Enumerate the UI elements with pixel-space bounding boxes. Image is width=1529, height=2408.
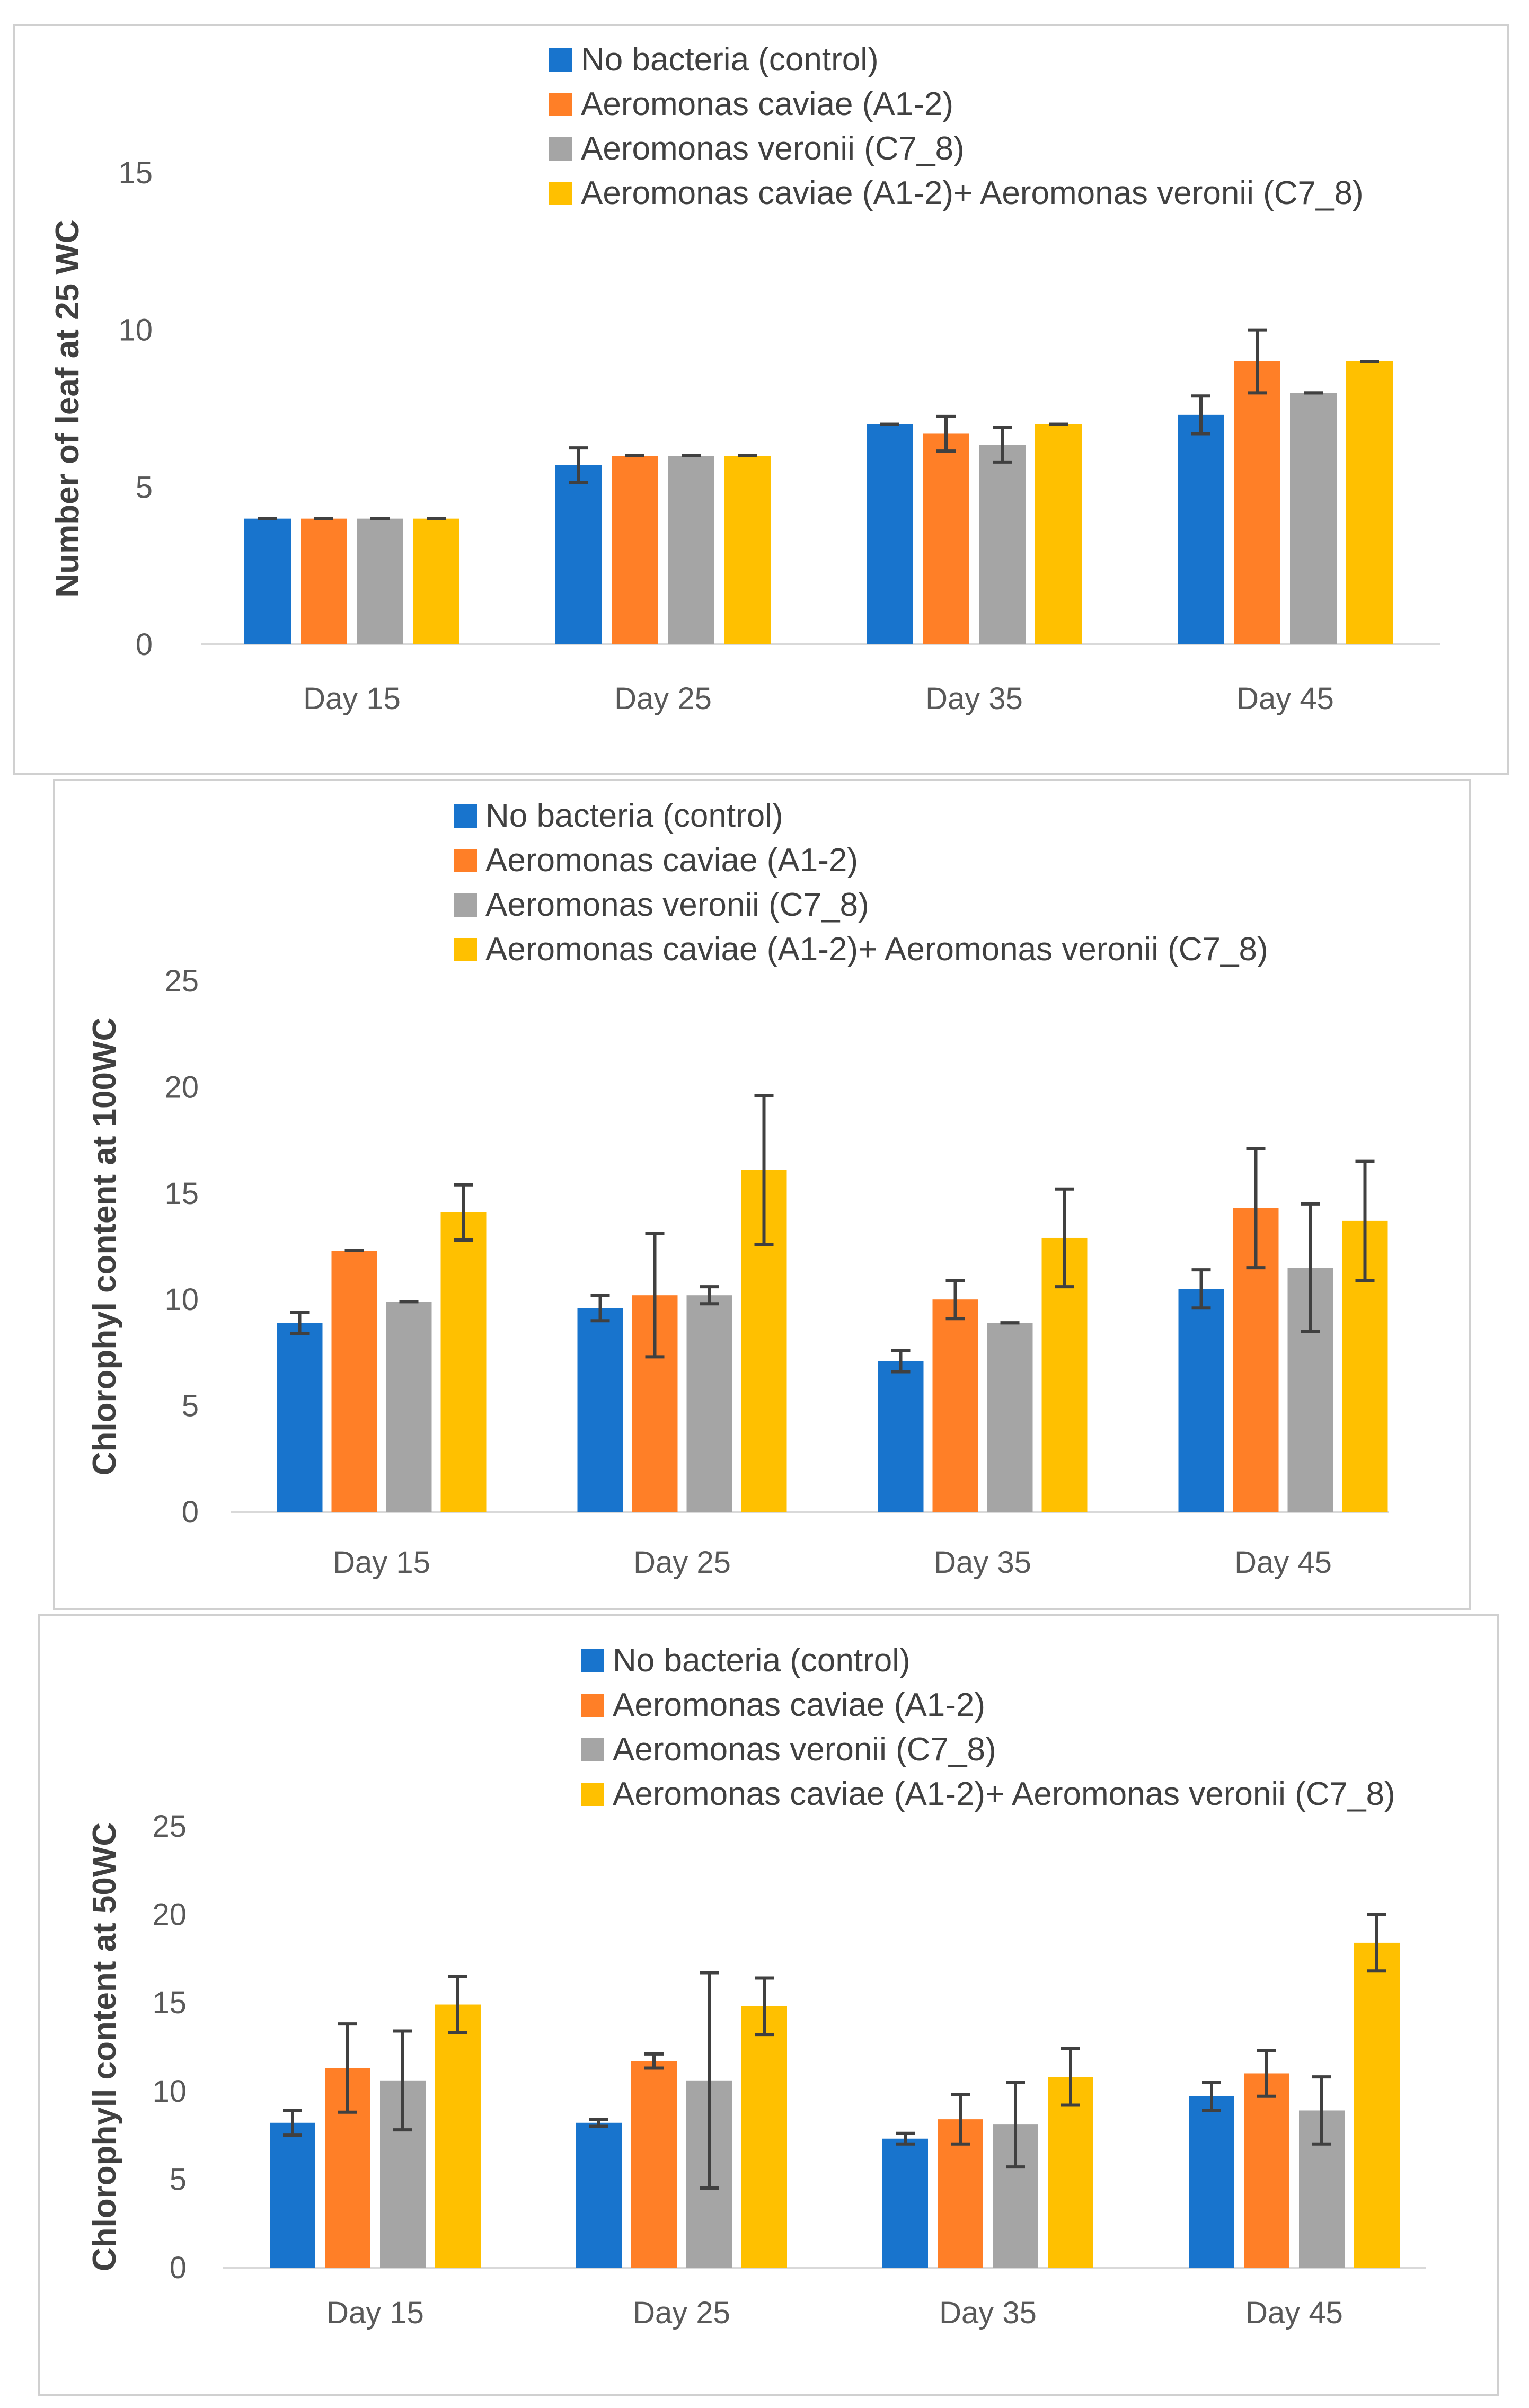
y-tick-label: 0 [136,627,153,662]
y-tick-label: 5 [182,1389,199,1423]
x-tick-label: Day 35 [934,1545,1031,1580]
bar [1234,361,1280,644]
bar [244,518,291,644]
y-axis-title: Chlorophyl content at 100WC [86,1017,123,1476]
legend-swatch [581,1694,604,1717]
bar [357,518,403,644]
x-tick-label: Day 45 [1236,681,1334,716]
bar [576,2122,622,2268]
legend-label: Aeromonas veronii (C7_8) [581,130,965,167]
bar [386,1302,432,1512]
bar [612,456,658,644]
x-tick-label: Day 35 [939,2296,1037,2330]
bar [440,1212,487,1512]
legend-label: Aeromonas caviae (A1-2) [581,86,953,122]
bar [668,456,714,644]
bar [979,445,1026,644]
y-tick-label: 5 [136,470,153,504]
y-axis-title: Number of leaf at 25 WC [49,219,86,597]
legend-swatch [454,849,477,872]
y-tick-label: 10 [164,1282,199,1317]
legend-label: Aeromonas caviae (A1-2) [613,1687,985,1723]
bar [686,1295,732,1512]
bar [413,518,459,644]
legend-label: Aeromonas caviae (A1-2)+ Aeromonas veron… [581,175,1364,211]
x-tick-label: Day 45 [1234,1545,1332,1580]
bar [435,2004,481,2268]
legend-swatch [549,137,572,161]
y-tick-label: 20 [152,1898,187,1932]
y-tick-label: 10 [118,313,153,348]
legend-swatch [454,938,477,961]
legend-swatch [454,804,477,828]
legend-label: Aeromonas veronii (C7_8) [613,1731,996,1768]
legend-swatch [581,1783,604,1806]
bar [987,1323,1033,1512]
legend-swatch [549,48,572,72]
bar [555,465,602,644]
bar [577,1308,623,1512]
bar [331,1251,377,1512]
bar [741,2006,787,2268]
bar [301,518,347,644]
x-tick-label: Day 25 [633,2296,730,2330]
y-tick-label: 25 [164,964,199,998]
x-tick-label: Day 45 [1245,2296,1343,2330]
legend-label: No bacteria (control) [613,1642,911,1679]
legend-swatch [454,893,477,917]
bar [270,2122,315,2268]
bar [724,456,771,644]
y-tick-label: 25 [152,1809,187,1844]
y-tick-label: 15 [118,156,153,190]
legend-label: No bacteria (control) [485,798,783,834]
bar [1189,2096,1234,2268]
bar [1178,414,1224,644]
x-tick-label: Day 15 [326,2296,424,2330]
bar [882,2138,928,2268]
y-tick-label: 15 [164,1176,199,1211]
bar [932,1299,978,1512]
x-tick-label: Day 15 [333,1545,430,1580]
bar [878,1361,924,1512]
legend-swatch [581,1649,604,1672]
bar [923,433,969,644]
bar [1346,361,1393,644]
legend-swatch [581,1738,604,1761]
bar [1354,1942,1400,2268]
y-tick-label: 5 [170,2162,187,2197]
bar [1048,2077,1093,2268]
legend-swatch [549,93,572,116]
bar [1178,1289,1224,1512]
bar [1290,393,1337,644]
legend-label: Aeromonas caviae (A1-2)+ Aeromonas veron… [613,1776,1395,1812]
x-tick-label: Day 25 [614,681,712,716]
bar [1035,424,1082,644]
legend-swatch [549,182,572,205]
bar [1244,2073,1289,2268]
bar [867,424,913,644]
y-tick-label: 0 [182,1495,199,1529]
x-tick-label: Day 35 [925,681,1023,716]
legend-label: Aeromonas caviae (A1-2) [485,842,858,879]
legend-label: Aeromonas veronii (C7_8) [485,887,869,923]
y-tick-label: 0 [170,2251,187,2285]
y-tick-label: 15 [152,1986,187,2020]
legend-label: No bacteria (control) [581,41,879,78]
x-tick-label: Day 25 [633,1545,731,1580]
y-tick-label: 20 [164,1070,199,1104]
bar [277,1323,323,1512]
legend-label: Aeromonas caviae (A1-2)+ Aeromonas veron… [485,931,1268,968]
y-tick-label: 10 [152,2074,187,2109]
y-axis-title: Chlorophyll content at 50WC [86,1822,123,2271]
x-tick-label: Day 15 [303,681,401,716]
bar [631,2061,677,2268]
